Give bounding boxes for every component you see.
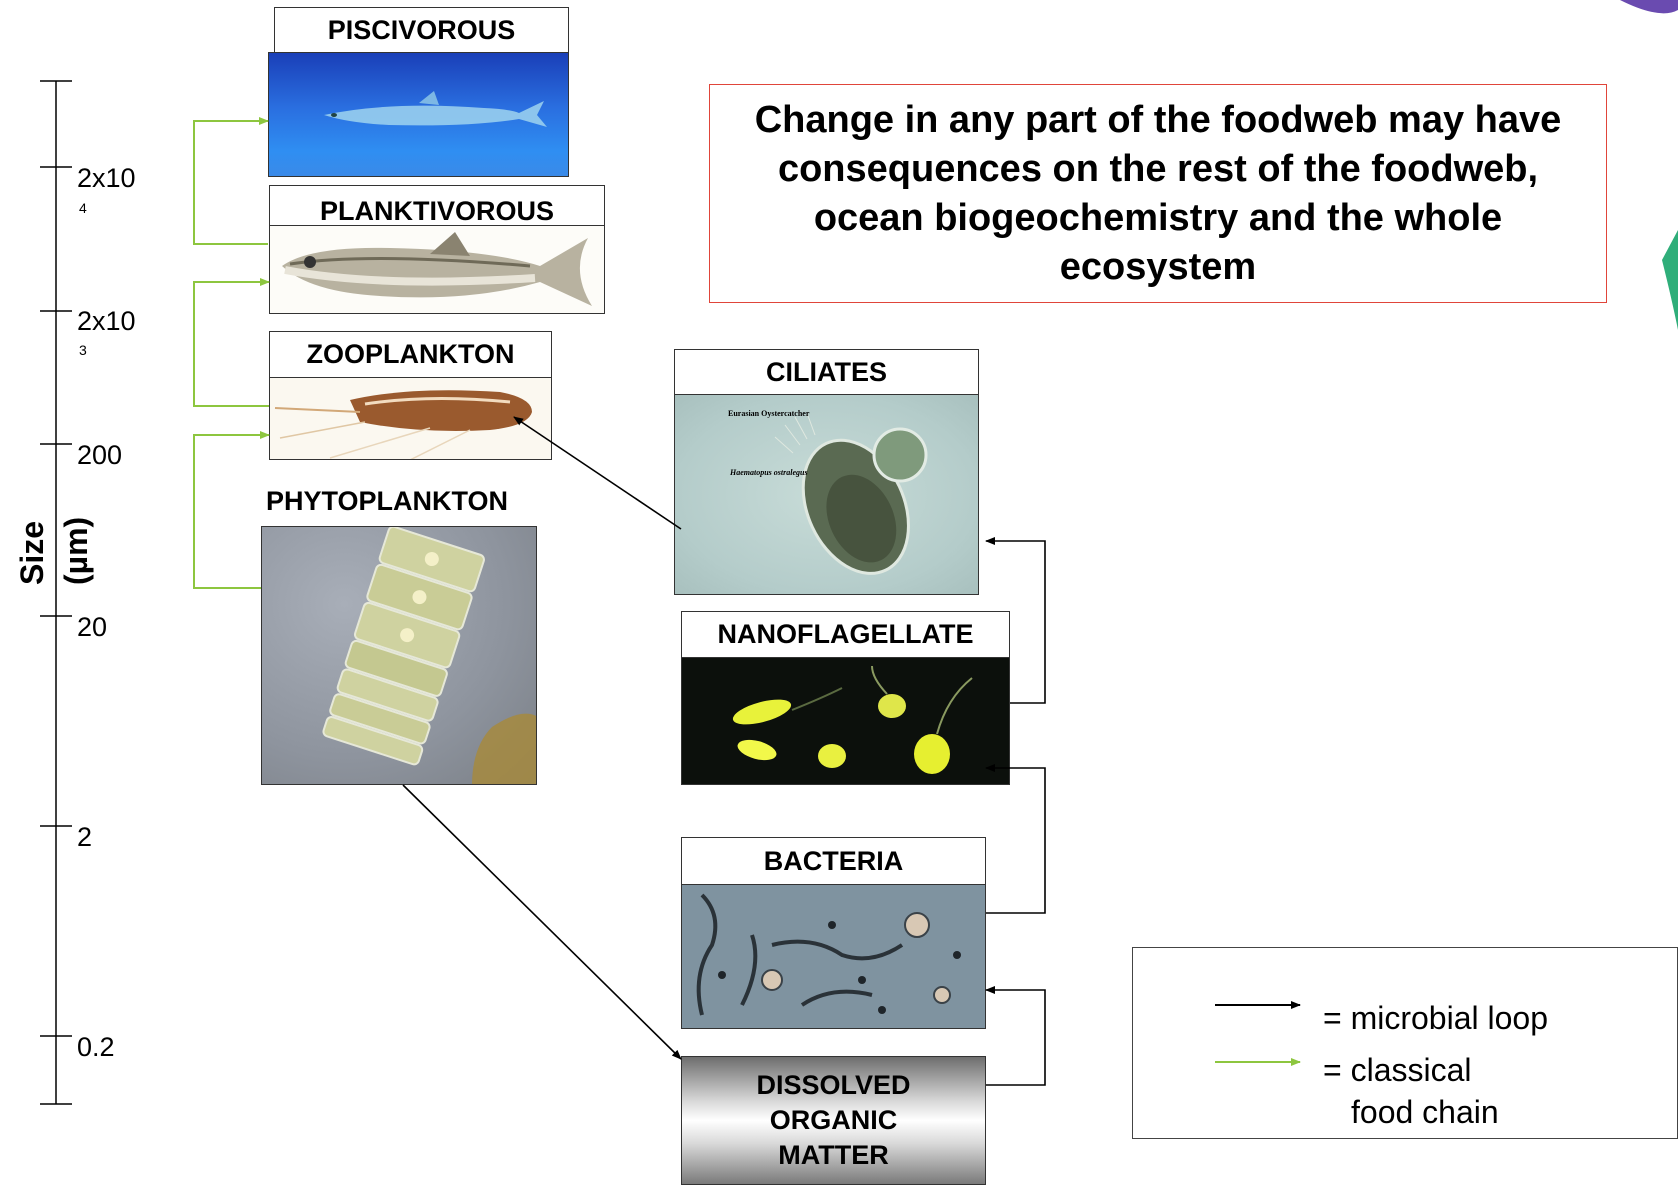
legend-classical-label-2: food chain xyxy=(1351,1094,1499,1130)
tick-sup-4: 4 xyxy=(79,200,87,216)
label-zooplankton: ZOOPLANKTON xyxy=(269,331,552,378)
diatom-chain-icon xyxy=(322,527,536,784)
arrow-bacteria-to-nanoflagellate xyxy=(985,764,1046,914)
label-bacteria: BACTERIA xyxy=(681,837,986,885)
phytoplankton-photo xyxy=(261,526,537,785)
nanoflagellate-photo xyxy=(681,657,1010,785)
tick-label-0.2: 0.2 xyxy=(77,1032,115,1062)
flagellate-cells-icon xyxy=(732,665,973,774)
dom-line-3: MATTER xyxy=(778,1140,889,1170)
tick-sup-3: 3 xyxy=(79,342,87,358)
size-axis xyxy=(40,80,72,1105)
arrow-phytoplankton-to-zooplankton xyxy=(193,431,270,589)
microbial-loop-arrows xyxy=(402,416,1046,1086)
ciliates-photo-caption: Eurasian Oystercatcher xyxy=(728,409,810,418)
callout-box: Change in any part of the foodweb may ha… xyxy=(709,84,1607,303)
tick-label-2: 2 xyxy=(77,822,93,852)
label-planktivorous: PLANKTIVOROUS xyxy=(269,185,605,226)
arrow-planktivorous-to-piscivorous xyxy=(193,117,269,245)
zooplankton-photo xyxy=(269,377,552,460)
label-phytoplankton: PHYTOPLANKTON xyxy=(266,486,509,516)
callout-text: Change in any part of the foodweb may ha… xyxy=(754,98,1562,288)
arrow-phytoplankton-to-dom xyxy=(402,784,682,1060)
tick-label-20: 20 xyxy=(77,612,108,642)
classical-food-chain-arrows xyxy=(193,117,270,589)
arrow-zooplankton-to-planktivorous xyxy=(193,278,270,407)
tick-label-2x10e4: 2x10 xyxy=(77,163,136,193)
legend-classical-label: = classical xyxy=(1323,1052,1472,1088)
planktivorous-fish-photo xyxy=(269,225,605,314)
dom-line-1: DISSOLVED xyxy=(756,1070,911,1100)
ciliate-cell-icon xyxy=(774,412,928,575)
bacteria-photo xyxy=(681,884,986,1029)
dom-line-2: ORGANIC xyxy=(769,1105,898,1135)
label-piscivorous: PISCIVOROUS xyxy=(274,7,569,53)
corner-swoosh-top xyxy=(1620,0,1678,14)
arrow-dom-to-bacteria xyxy=(985,986,1046,1086)
arrow-nanoflagellate-to-ciliates xyxy=(985,537,1046,704)
bacteria-cells-icon xyxy=(696,893,961,1016)
label-nanoflagellate: NANOFLAGELLATE xyxy=(681,611,1010,658)
piscivorous-fish-photo xyxy=(268,52,569,177)
copepod-icon xyxy=(274,390,532,459)
tick-label-2x10e3: 2x10 xyxy=(77,306,136,336)
herring-icon xyxy=(282,232,592,306)
arrow-ciliates-to-zooplankton xyxy=(513,416,682,530)
barracuda-icon xyxy=(324,91,547,127)
legend-box: = microbial loop = classical food chain xyxy=(1132,947,1678,1139)
dissolved-organic-matter-box: DISSOLVED ORGANIC MATTER xyxy=(681,1056,986,1185)
tick-label-200: 200 xyxy=(77,440,123,470)
corner-swoosh-side xyxy=(1662,230,1678,330)
legend-microbial-loop-label: = microbial loop xyxy=(1323,1000,1548,1036)
ciliates-photo-caption-italic: Haematopus ostralegus xyxy=(730,468,808,477)
ciliates-photo: Eurasian Oystercatcher Haematopus ostral… xyxy=(674,394,979,595)
